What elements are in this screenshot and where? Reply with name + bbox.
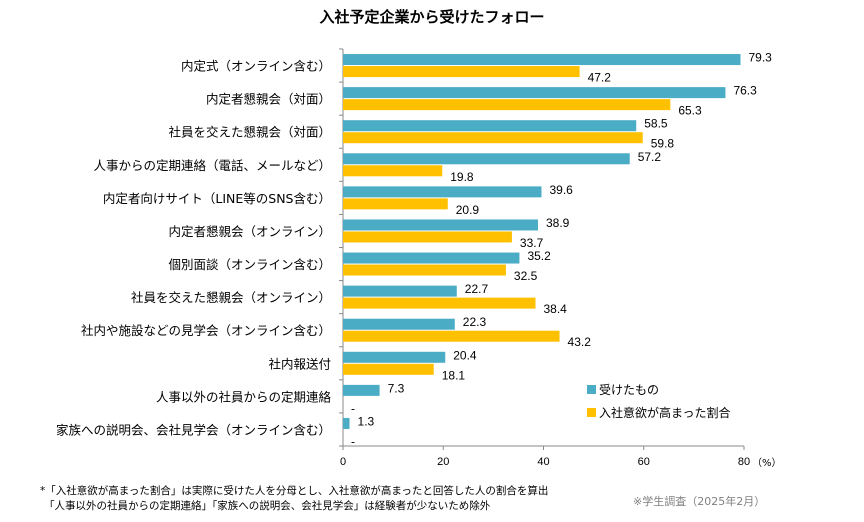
bar-motivation [343, 264, 506, 276]
legend-swatch [587, 408, 596, 417]
bar-received [343, 285, 457, 297]
data-label: 47.2 [588, 71, 612, 85]
footnote-2: 「人事以外の社員からの定期連絡」「家族への説明会、会社見学会」は経験者が少ないた… [44, 500, 491, 512]
data-label: - [351, 434, 355, 448]
legend-item-motivation: 入社意欲が高まった割合 [587, 404, 731, 421]
category-label: 社員を交えた懇親会（オンライン） [131, 290, 331, 305]
data-label: 38.9 [546, 216, 570, 230]
category-label: 人事以外の社員からの定期連絡 [156, 389, 332, 404]
category-label: 社内報送付 [268, 356, 331, 371]
bar-motivation [343, 330, 560, 342]
data-label: 22.3 [463, 315, 487, 329]
bar-motivation [343, 66, 580, 78]
data-label: 33.7 [520, 236, 544, 250]
bar-received [343, 54, 741, 66]
data-label: 59.8 [651, 137, 675, 151]
data-label: 35.2 [527, 249, 551, 263]
bar-received [343, 87, 726, 99]
x-tick-label: 60 [638, 456, 650, 468]
x-tick-label: 0 [340, 456, 346, 468]
x-tick-label: 40 [537, 456, 549, 468]
data-label: - [351, 401, 355, 415]
data-label: 32.5 [514, 269, 538, 283]
bar-motivation [343, 198, 448, 210]
legend-item-received: 受けたもの [587, 381, 659, 398]
data-label: 79.3 [748, 51, 772, 65]
category-label: 社内や施設などの見学会（オンライン含む） [81, 323, 331, 338]
category-label: 内定者懇親会（対面） [206, 92, 331, 107]
data-label: 38.4 [543, 302, 567, 316]
bar-received [343, 153, 630, 165]
data-label: 20.4 [453, 348, 477, 362]
category-label: 内定者向けサイト（LINE等のSNS含む） [103, 191, 331, 206]
x-tick-label: 20 [437, 456, 449, 468]
bar-motivation [343, 231, 512, 243]
bar-received [343, 252, 520, 264]
category-label: 内定式（オンライン含む） [181, 59, 331, 74]
data-label: 22.7 [465, 282, 489, 296]
data-label: 76.3 [733, 84, 757, 98]
data-label: 20.9 [456, 203, 480, 217]
bar-received [343, 219, 538, 231]
bar-received [343, 186, 542, 198]
category-label: 人事からの定期連絡（電話、メールなど） [93, 158, 331, 173]
category-label: 内定者懇親会（オンライン） [168, 224, 331, 239]
category-label: 個別面談（オンライン含む） [168, 257, 331, 272]
bar-motivation [343, 297, 536, 309]
legend-swatch [587, 385, 596, 394]
category-label: 社員を交えた懇親会（対面） [168, 125, 331, 140]
data-label: 58.5 [644, 117, 668, 131]
legend-label: 入社意欲が高まった割合 [599, 406, 731, 420]
bar-motivation [343, 363, 434, 375]
bar-received [343, 417, 350, 429]
chart-title: 入社予定企業から受けたフォロー [319, 8, 545, 26]
data-label: 18.1 [442, 368, 466, 382]
data-label: 7.3 [388, 381, 405, 395]
source-note: ※学生調査（2025年2月） [633, 495, 766, 508]
bar-received [343, 351, 446, 363]
x-unit: （%） [752, 457, 782, 469]
data-label: 1.3 [358, 414, 375, 428]
x-tick-label: 80 [738, 456, 750, 468]
legend-label: 受けたもの [599, 383, 660, 397]
data-label: 57.2 [638, 150, 662, 164]
data-label: 43.2 [568, 335, 592, 349]
data-label: 19.8 [450, 170, 474, 184]
bar-motivation [343, 132, 643, 144]
data-label: 65.3 [678, 104, 702, 118]
bar-motivation [343, 99, 671, 111]
bar-motivation [343, 165, 443, 177]
bar-received [343, 384, 380, 396]
data-label: 39.6 [549, 183, 573, 197]
footnote-1: *「入社意欲が高まった割合」は実際に受けた人を分母とし、入社意欲が高まったと回答… [40, 485, 549, 497]
bar-received [343, 318, 455, 330]
category-label: 家族への説明会、会社見学会（オンライン含む） [56, 422, 331, 437]
bar-received [343, 120, 637, 132]
